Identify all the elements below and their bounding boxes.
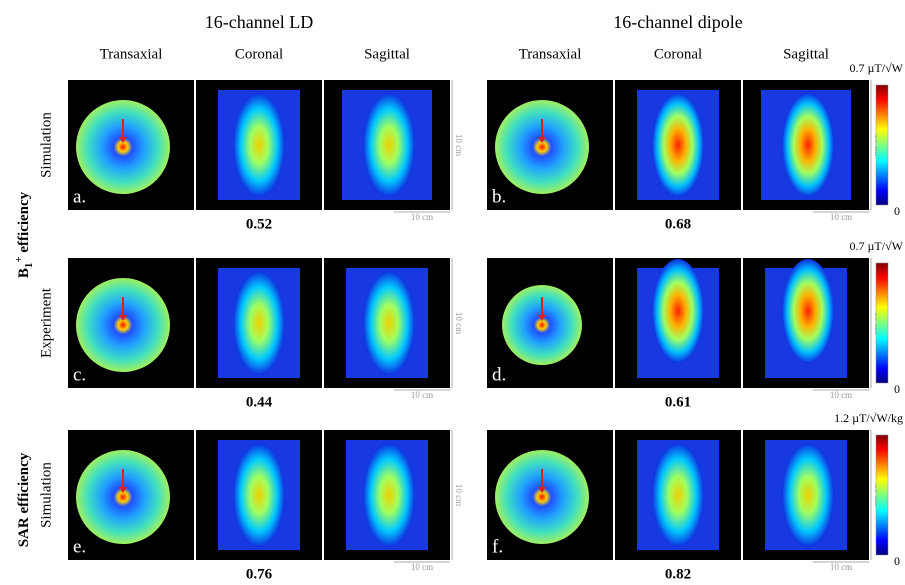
- slice-hotspot: [363, 443, 415, 547]
- row-label: Experiment: [38, 287, 54, 358]
- transaxial-map: [76, 100, 170, 194]
- slice-hotspot: [363, 271, 415, 375]
- panel-value: 0.82: [665, 566, 691, 582]
- slice-hotspot: [782, 259, 834, 363]
- row-label: Simulation: [38, 462, 54, 528]
- transaxial-map: [76, 450, 170, 544]
- slice-hotspot: [363, 93, 415, 197]
- scale-x-label: 10 cm: [830, 390, 852, 400]
- colorbar: [876, 263, 888, 383]
- panel-letter: b.: [492, 186, 506, 207]
- row-label: Simulation: [38, 112, 54, 178]
- column-header: Coronal: [654, 46, 702, 62]
- slice-hotspot: [233, 443, 285, 547]
- panel-value: 0.44: [246, 394, 273, 410]
- group-title: 16-channel dipole: [613, 12, 742, 32]
- colorbar-max-label: 0.7 µT/√W: [850, 239, 904, 253]
- section-label-part: SAR efficiency: [16, 452, 32, 547]
- colorbar-min-label: 0: [894, 204, 900, 218]
- slice-hotspot: [782, 93, 834, 197]
- column-header: Sagittal: [364, 46, 410, 62]
- colorbar-max-label: 0.7 µT/√W: [850, 61, 904, 75]
- panel-letter: a.: [73, 186, 86, 207]
- colorbar: [876, 435, 888, 555]
- panel-value: 0.52: [246, 216, 272, 232]
- colorbar-max-label: 1.2 µT/√W/kg: [834, 411, 903, 425]
- colorbar-min-label: 0: [894, 382, 900, 396]
- column-header: Transaxial: [100, 46, 163, 62]
- scale-y-label: 10 cm: [454, 484, 464, 506]
- section-label: SAR efficiency: [16, 452, 32, 547]
- transaxial-map: [76, 278, 170, 372]
- slice-hotspot: [652, 443, 704, 547]
- panel-letter: f.: [492, 536, 503, 557]
- scale-x-label: 10 cm: [830, 212, 852, 222]
- section-label: B1+ efficiency: [13, 191, 35, 278]
- slice-hotspot: [233, 271, 285, 375]
- colorbar: [876, 85, 888, 205]
- panel-value: 0.61: [665, 394, 691, 410]
- section-label-part: efficiency: [16, 191, 32, 256]
- slice-hotspot: [233, 93, 285, 197]
- group-title: 16-channel LD: [205, 12, 313, 32]
- scale-y-label: 10 cm: [454, 134, 464, 156]
- section-label-part: B: [16, 268, 32, 278]
- transaxial-map: [495, 450, 589, 544]
- scale-x-label: 10 cm: [411, 212, 433, 222]
- scale-x-label: 10 cm: [411, 390, 433, 400]
- slice-hotspot: [652, 259, 704, 363]
- scale-y-label: 10 cm: [454, 312, 464, 334]
- figure: 16-channel LD Transaxial Coronal Sagittal 16…: [0, 0, 905, 585]
- slice-hotspot: [782, 443, 834, 547]
- colorbar-min-label: 0: [894, 554, 900, 568]
- column-header: Transaxial: [519, 46, 582, 62]
- slice-hotspot: [652, 93, 704, 197]
- panel-letter: c.: [73, 364, 86, 385]
- scale-x-label: 10 cm: [411, 562, 433, 572]
- panel-letter: d.: [492, 364, 506, 385]
- panel-letter: e.: [73, 536, 86, 557]
- column-header: Coronal: [235, 46, 283, 62]
- panel-value: 0.76: [246, 566, 273, 582]
- panel-value: 0.68: [665, 216, 691, 232]
- column-header: Sagittal: [783, 46, 829, 62]
- scale-x-label: 10 cm: [830, 562, 852, 572]
- transaxial-map: [495, 100, 589, 194]
